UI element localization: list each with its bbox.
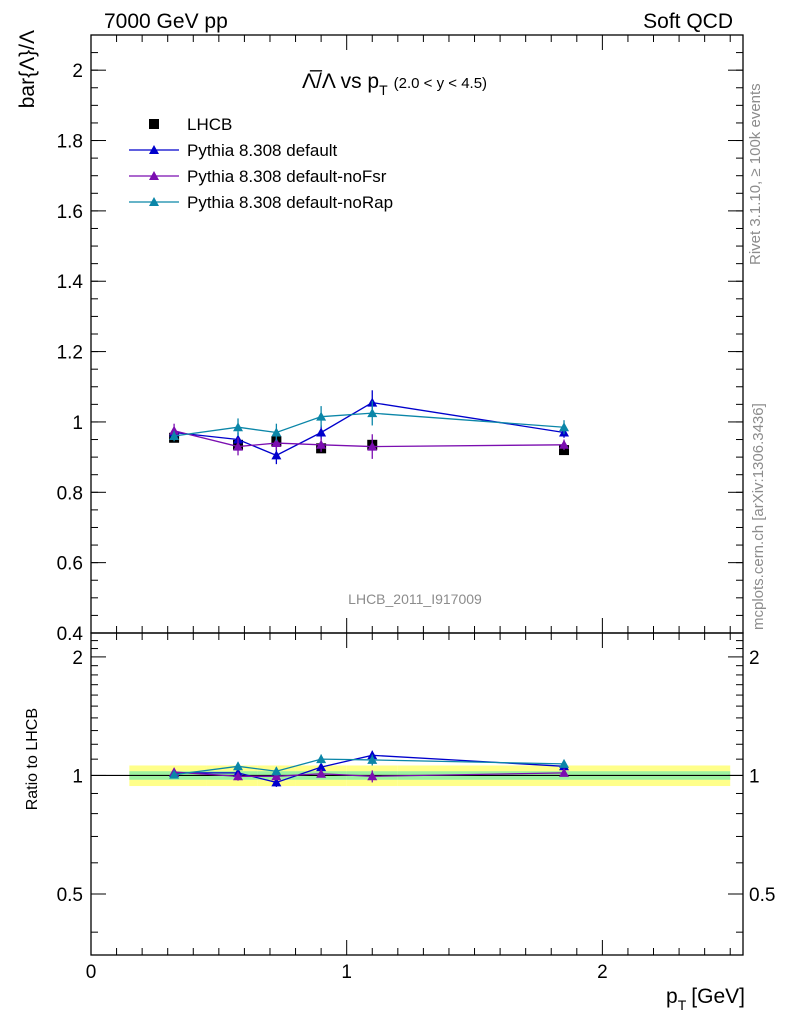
ratio-ytick-label-left-2: 2 — [72, 648, 83, 669]
legend-label-2: Pythia 8.308 default-noFsr — [187, 167, 387, 186]
main-ytick-label-6: 1.6 — [57, 202, 83, 223]
main-series-2-point-2 — [271, 438, 282, 448]
ratio-series-1-point-2 — [271, 771, 282, 781]
main-series-3-point-1 — [233, 422, 244, 432]
main-title-range: (2.0 < y < 4.5) — [394, 75, 487, 92]
ratio-ytick-label-right-2: 2 — [749, 648, 760, 669]
ratio-series-2-line — [174, 758, 565, 776]
ratio-ytick-label-right-1: 1 — [749, 766, 760, 787]
main-ytick-label-1: 0.6 — [57, 554, 83, 575]
legend-marker-0 — [149, 119, 159, 129]
main-series-2-point-1 — [233, 441, 244, 451]
main-series-1-point-3 — [316, 427, 327, 437]
ratio-ytick-label-right-0: 0.5 — [749, 885, 775, 906]
main-series-2-point-0 — [169, 425, 180, 435]
ratio-series-2-point-0 — [169, 769, 180, 779]
ratio-series-1-point-5 — [559, 767, 570, 777]
header-left: 7000 GeV pp — [104, 10, 228, 33]
ratio-xtick-label-2: 2 — [597, 962, 608, 983]
legend-marker-2 — [149, 171, 159, 180]
ratio-series-2-point-3 — [316, 754, 327, 764]
main-ytick-label-8: 2 — [72, 61, 83, 82]
main-y-label: bar{Λ}/Λ — [16, 30, 39, 108]
main-title-text: Λ̅/Λ vs p — [302, 70, 379, 93]
main-series-3-point-5 — [559, 422, 570, 432]
ratio-xtick-label-1: 1 — [341, 962, 352, 983]
ratio-ytick-label-left-1: 1 — [72, 766, 83, 787]
ratio-y-label: Ratio to LHCB — [24, 708, 41, 810]
ratio-panel: 0 1 2 0.5 0.5 1 1 2 2 — [57, 632, 775, 983]
main-series-2-point-3 — [316, 439, 327, 449]
x-axis-label: pT [GeV] — [666, 985, 745, 1013]
main-series-3-point-0 — [169, 431, 180, 441]
ratio-series-1-point-4 — [367, 771, 378, 781]
main-title: Λ̅/Λ vs pT (2.0 < y < 4.5) — [302, 70, 487, 98]
ratio-series-2-point-1 — [233, 761, 244, 771]
ratio-series-1-line — [174, 771, 565, 777]
legend-label-1: Pythia 8.308 default — [187, 141, 338, 160]
main-ytick-label-2: 0.8 — [57, 483, 83, 504]
main-series-1-point-2 — [271, 450, 282, 460]
header-right: Soft QCD — [643, 10, 733, 33]
ratio-series-0-point-2 — [271, 777, 282, 787]
ratio-xtick-label-0: 0 — [86, 962, 97, 983]
legend: LHCB Pythia 8.308 default Pythia 8.308 def… — [129, 115, 393, 212]
legend-label-0: LHCB — [187, 115, 232, 134]
ratio-frame — [90, 632, 744, 956]
main-ytick-label-4: 1.2 — [57, 343, 83, 364]
main-series-3-point-2 — [271, 427, 282, 437]
ratio-series-1-point-1 — [233, 771, 244, 781]
legend-marker-1 — [149, 145, 159, 154]
x-axis-label-main: p — [666, 985, 678, 1008]
ratio-series-0-point-3 — [316, 762, 327, 772]
ratio-series-2-point-5 — [559, 758, 570, 768]
main-ytick-label-7: 1.8 — [57, 132, 83, 153]
main-panel: 0.4 0.6 0.8 1 1.2 1.4 1.6 1.8 2 — [57, 34, 744, 645]
x-axis-label-unit: [GeV] — [691, 985, 745, 1008]
x-axis-label-sub: T — [678, 997, 687, 1013]
legend-marker-3 — [149, 197, 159, 206]
ratio-series-1-point-3 — [316, 768, 327, 778]
mcplots-label: mcplots.cern.ch [arXiv:1306.3436] — [750, 403, 767, 630]
main-ytick-label-0: 0.4 — [57, 624, 84, 645]
legend-label-3: Pythia 8.308 default-noRap — [187, 193, 393, 212]
main-series-3-point-4 — [367, 408, 378, 418]
main-series-3-line — [174, 412, 565, 437]
main-series-2-line — [173, 430, 565, 448]
rivet-label: Rivet 3.1.10, ≥ 100k events — [747, 83, 764, 265]
ratio-series-2-point-4 — [367, 754, 378, 764]
ratio-series-2-point-2 — [271, 766, 282, 776]
main-ytick-label-3: 1 — [72, 413, 83, 434]
ratio-ytick-label-left-0: 0.5 — [57, 885, 83, 906]
main-watermark: LHCB_2011_I917009 — [348, 591, 482, 607]
main-series-2-point-4 — [367, 441, 378, 451]
main-ytick-label-5: 1.4 — [57, 272, 84, 293]
main-title-sub: T — [379, 82, 388, 98]
main-series-3-point-3 — [316, 411, 327, 421]
main-series-2-point-5 — [559, 439, 570, 449]
